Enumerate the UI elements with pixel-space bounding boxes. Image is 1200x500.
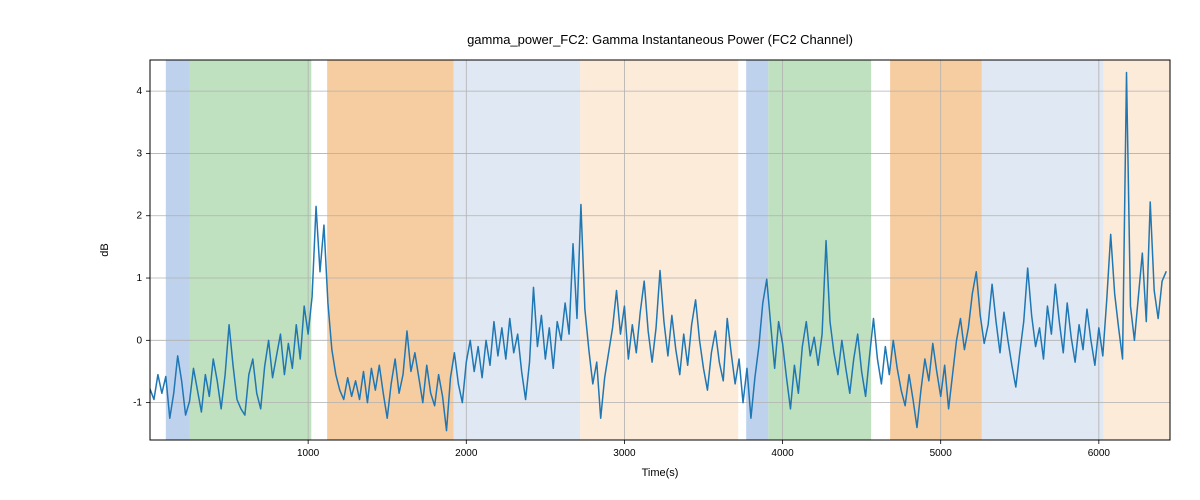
x-axis-label: Time(s): [642, 467, 679, 479]
chart-container: 1000 2000 3000 4000 5000 6000 -1 0 1 2 3 4 Time(s) dB…: [0, 0, 1200, 500]
band: [166, 60, 190, 440]
chart-title: gamma_power_FC2: Gamma Instantaneous Pow…: [467, 32, 853, 47]
y-axis-label: dB: [99, 243, 111, 256]
x-tick-label: 6000: [1088, 448, 1111, 459]
band: [454, 60, 581, 440]
band: [768, 60, 871, 440]
y-tick-label: 2: [136, 211, 142, 222]
x-tick-label: 2000: [455, 448, 478, 459]
x-tick-label: 1000: [297, 448, 320, 459]
band: [1104, 60, 1170, 440]
band: [982, 60, 1104, 440]
y-tick-label: -1: [133, 398, 142, 409]
band: [746, 60, 768, 440]
y-tick-label: 3: [136, 148, 142, 159]
y-tick-label: 1: [136, 273, 142, 284]
y-tick-label: 0: [136, 335, 142, 346]
x-tick-label: 5000: [930, 448, 953, 459]
band: [890, 60, 982, 440]
y-tick-label: 4: [136, 86, 142, 97]
line-chart: 1000 2000 3000 4000 5000 6000 -1 0 1 2 3 4 Time(s) dB…: [0, 0, 1200, 500]
x-tick-label: 4000: [771, 448, 794, 459]
band: [190, 60, 312, 440]
x-tick-label: 3000: [613, 448, 636, 459]
